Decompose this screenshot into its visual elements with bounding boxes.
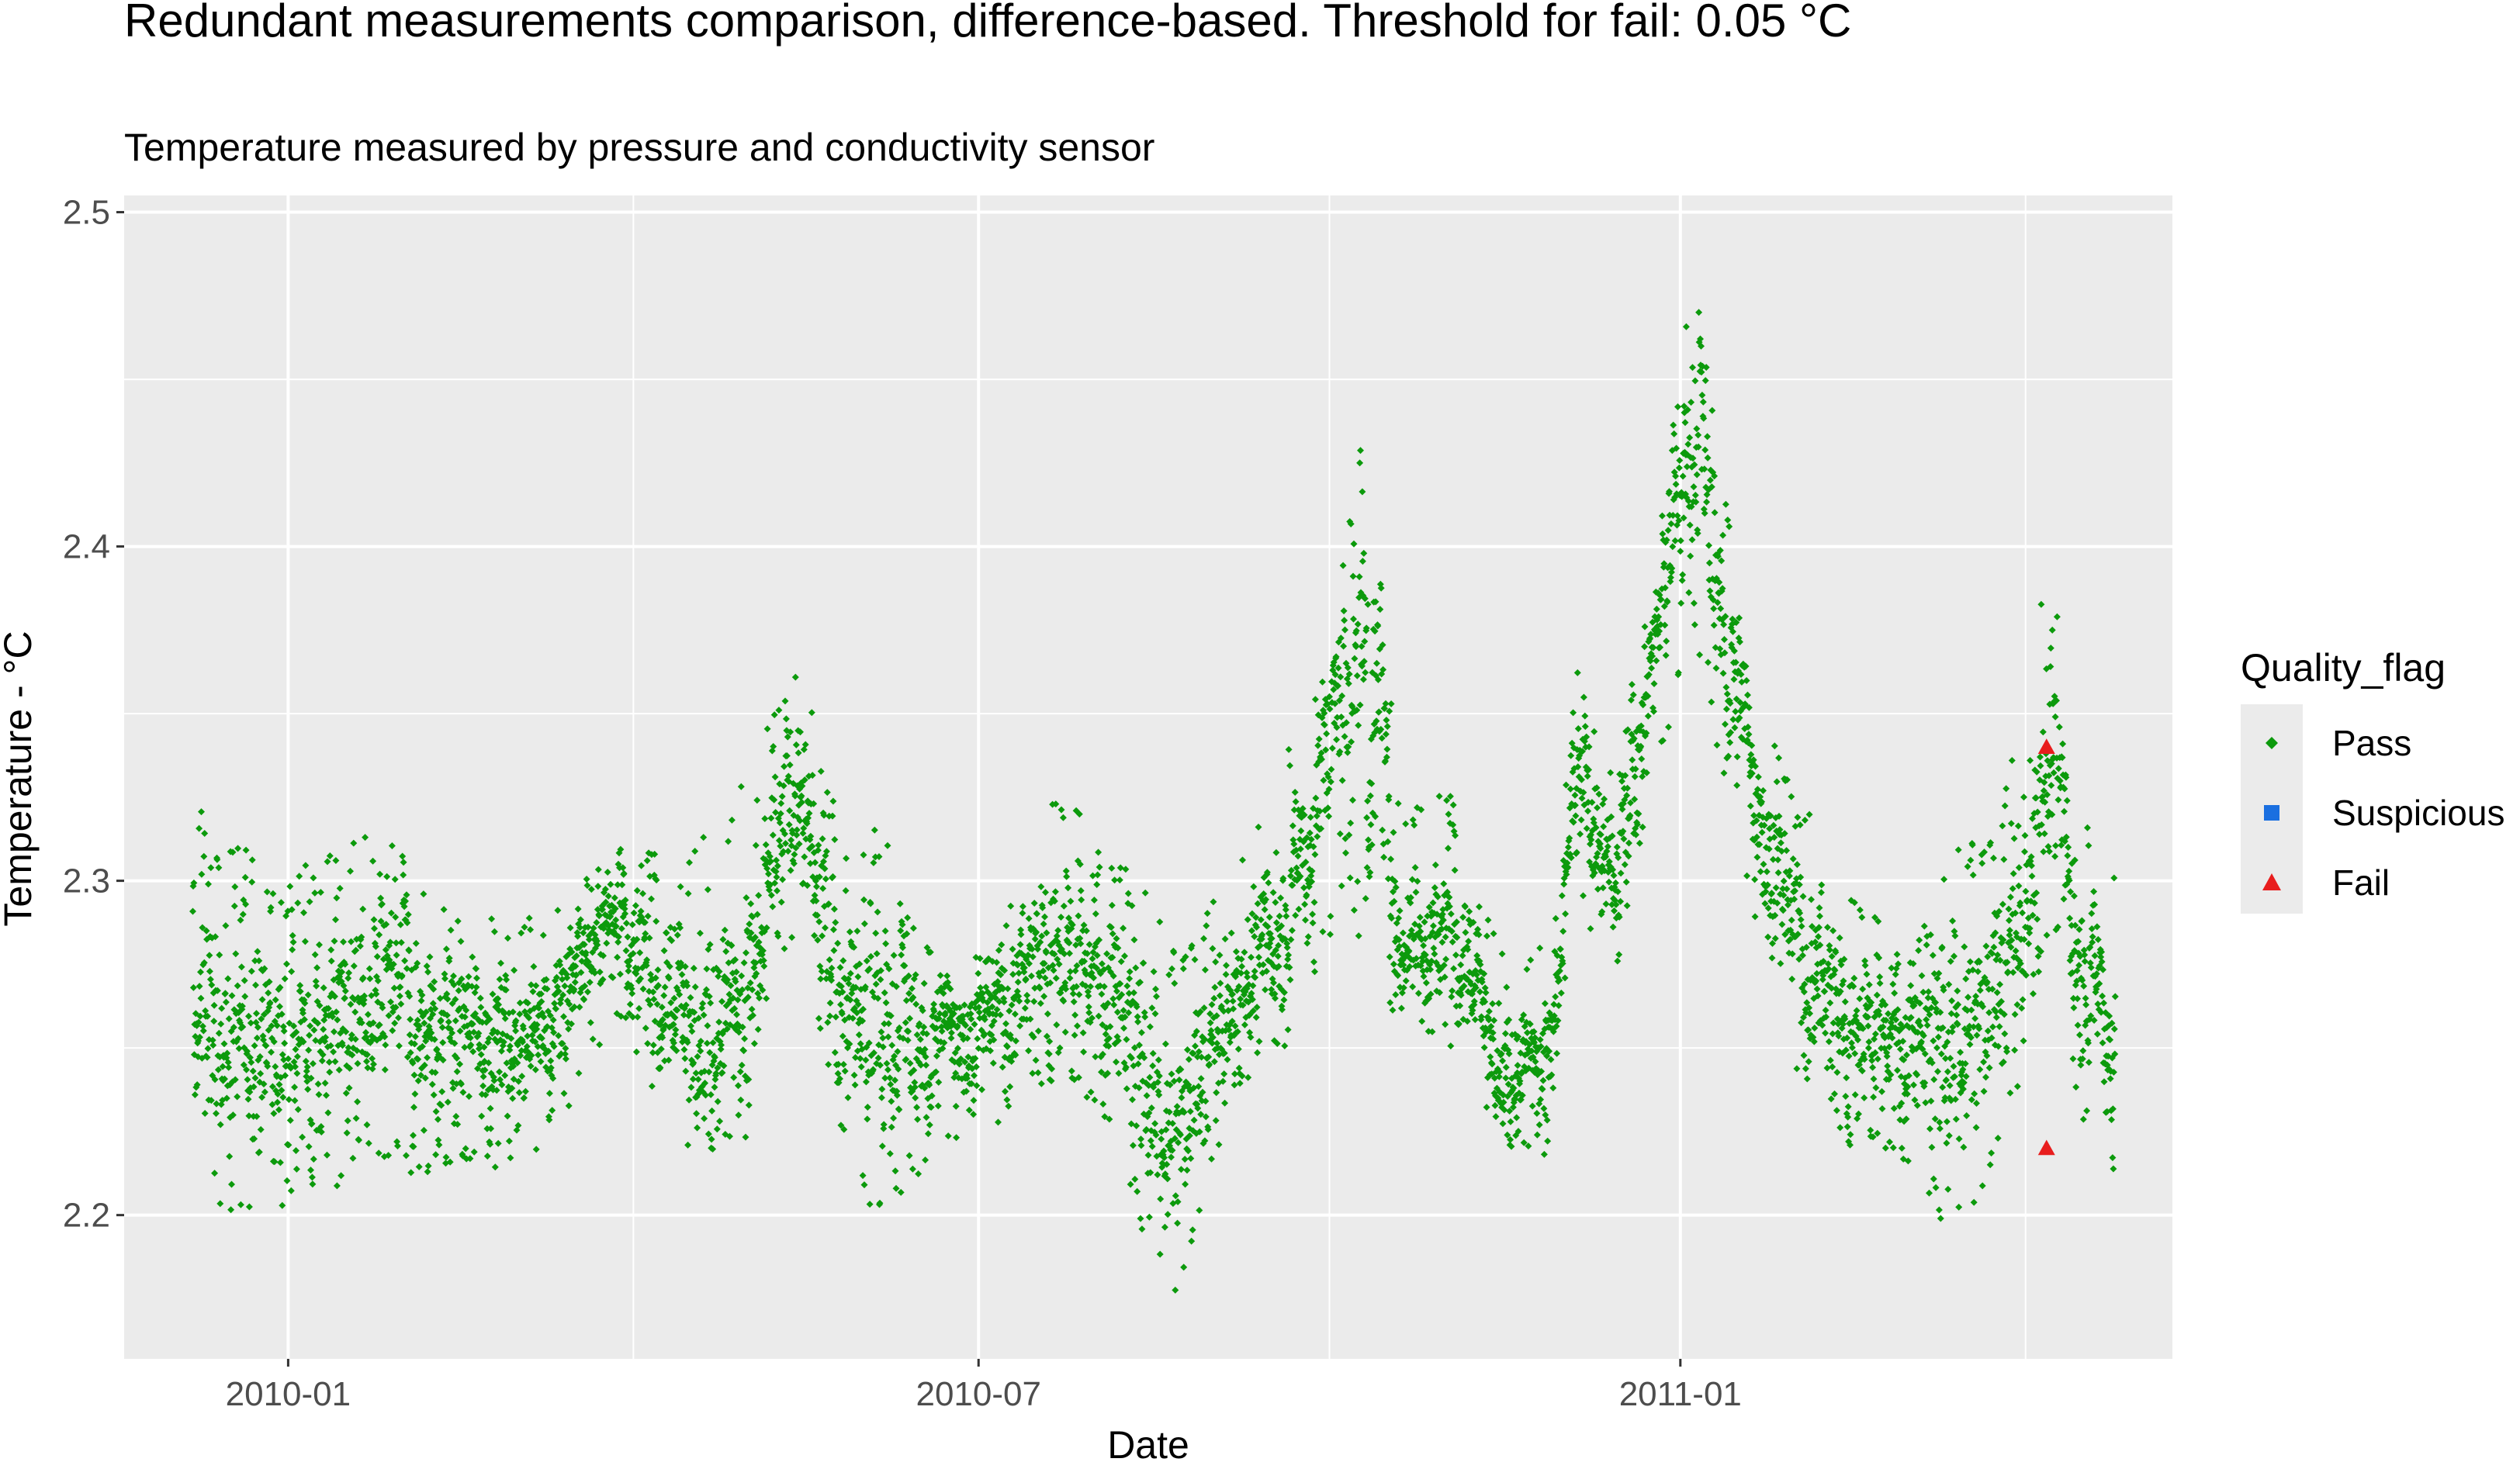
chart-title: Redundant measurements comparison, diffe… bbox=[124, 0, 1852, 47]
legend-label: Fail bbox=[2332, 862, 2390, 903]
data-points bbox=[189, 309, 2119, 1294]
legend-key-fail bbox=[2262, 873, 2281, 890]
x-axis-ticks: 2010-01 2010-07 2011-01 bbox=[226, 1359, 1742, 1413]
x-tick-label: 2010-07 bbox=[916, 1375, 1040, 1413]
legend: Quality_flag Pass Suspicious Fail bbox=[2241, 646, 2504, 914]
legend-item-suspicious: Suspicious bbox=[2264, 793, 2504, 833]
legend-item-fail: Fail bbox=[2262, 862, 2390, 903]
legend-item-pass: Pass bbox=[2266, 723, 2411, 763]
y-tick-label: 2.5 bbox=[63, 194, 110, 232]
legend-key-suspicious bbox=[2264, 805, 2279, 821]
legend-title: Quality_flag bbox=[2241, 646, 2446, 690]
legend-key-pass bbox=[2266, 737, 2278, 749]
x-tick-label: 2011-01 bbox=[1619, 1375, 1742, 1413]
fail-points bbox=[2037, 738, 2055, 1156]
y-tick-label: 2.2 bbox=[63, 1197, 110, 1235]
y-tick-label: 2.3 bbox=[63, 862, 110, 900]
plot-panel bbox=[124, 195, 2172, 1359]
legend-label: Pass bbox=[2332, 723, 2411, 763]
y-axis-title: Temperature - °C bbox=[0, 631, 40, 926]
fail-point bbox=[2037, 738, 2055, 755]
x-axis-title: Date bbox=[1107, 1423, 1189, 1462]
grid-lines bbox=[124, 195, 2172, 1359]
y-axis-ticks: 2.2 2.3 2.4 2.5 bbox=[63, 194, 124, 1235]
pass-points bbox=[189, 309, 2119, 1294]
chart-subtitle: Temperature measured by pressure and con… bbox=[124, 126, 1155, 169]
fail-point bbox=[2037, 1139, 2055, 1156]
legend-label: Suspicious bbox=[2332, 793, 2504, 833]
y-tick-label: 2.4 bbox=[63, 528, 110, 566]
x-tick-label: 2010-01 bbox=[226, 1375, 351, 1413]
